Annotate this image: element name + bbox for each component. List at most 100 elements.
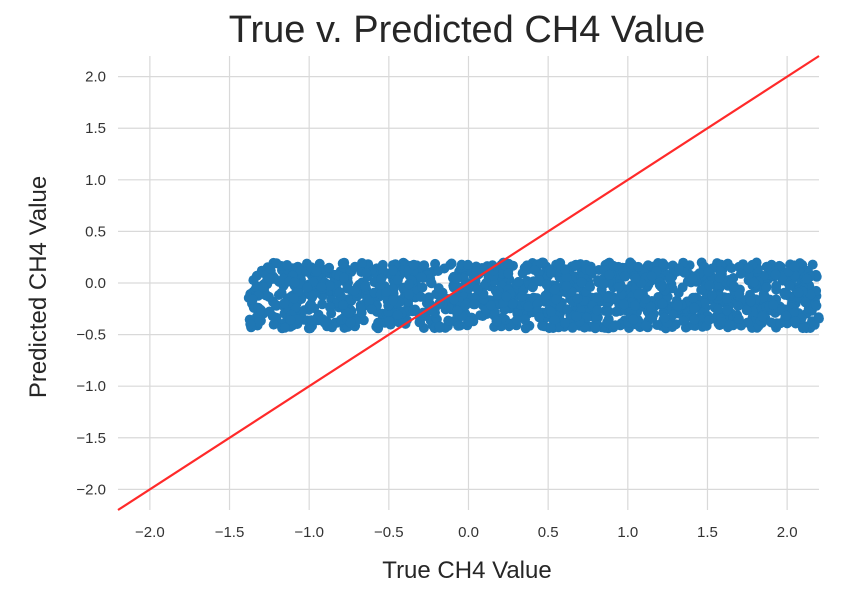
x-tick-label: −1.0 — [294, 524, 324, 541]
scatter-point — [630, 300, 640, 311]
scatter-point — [345, 317, 356, 328]
scatter-point — [245, 319, 256, 330]
scatter-point — [613, 282, 624, 293]
scatter-point — [611, 306, 622, 317]
scatter-point — [788, 307, 799, 318]
scatter-point — [610, 320, 621, 331]
scatter-point — [270, 299, 281, 310]
scatter-point — [522, 260, 532, 271]
scatter-point — [541, 279, 552, 290]
scatter-point — [503, 258, 514, 269]
scatter-point — [361, 268, 372, 279]
scatter-point — [630, 273, 641, 284]
scatter-point — [551, 294, 562, 305]
scatter-point — [801, 273, 812, 284]
scatter-point — [714, 272, 725, 283]
scatter-point — [745, 296, 756, 307]
scatter-point — [761, 282, 772, 293]
scatter-point — [527, 282, 538, 293]
scatter-point — [633, 261, 644, 272]
scatter-point — [520, 314, 530, 325]
scatter-point — [689, 314, 700, 325]
scatter-point — [311, 266, 322, 277]
y-tick-label: −2.0 — [76, 481, 106, 498]
scatter-point — [687, 273, 698, 284]
scatter-point — [307, 290, 318, 301]
scatter-point — [324, 280, 335, 291]
scatter-point — [770, 269, 781, 280]
y-tick-label: 0.0 — [85, 275, 106, 292]
scatter-point — [780, 289, 791, 300]
scatter-point — [517, 291, 527, 302]
scatter-point — [572, 293, 583, 304]
scatter-point — [469, 299, 480, 310]
scatter-point — [485, 300, 496, 311]
scatter-point — [534, 312, 545, 323]
x-tick-label: −1.5 — [215, 524, 245, 541]
scatter-point — [674, 263, 684, 274]
x-tick-label: −0.5 — [374, 524, 404, 541]
scatter-point — [781, 310, 792, 321]
scatter-point — [414, 317, 425, 328]
scatter-point — [349, 285, 360, 296]
scatter-point — [492, 289, 503, 300]
scatter-point — [472, 284, 483, 295]
scatter-point — [304, 300, 315, 311]
scatter-point — [728, 273, 739, 283]
scatter-point — [771, 280, 782, 291]
scatter-point — [337, 258, 348, 269]
scatter-point — [793, 287, 804, 298]
scatter-point — [659, 312, 670, 323]
scatter-point — [540, 290, 551, 301]
scatter-point — [633, 289, 644, 300]
scatter-point — [735, 268, 746, 279]
scatter-point — [373, 317, 384, 328]
scatter-point — [449, 294, 459, 305]
scatter-point — [460, 300, 471, 311]
scatter-point — [784, 280, 795, 291]
scatter-point — [576, 277, 587, 288]
scatter-point — [584, 280, 595, 291]
scatter-point — [805, 289, 816, 300]
scatter-point — [546, 322, 557, 333]
scatter-point — [256, 305, 267, 316]
scatter-point — [279, 322, 290, 333]
scatter-point — [733, 314, 744, 324]
scatter-point — [734, 288, 745, 299]
y-tick-label: −1.0 — [76, 378, 106, 395]
scatter-point — [378, 266, 389, 276]
scatter-point — [592, 305, 603, 316]
scatter-point — [628, 314, 639, 325]
scatter-point — [306, 315, 317, 326]
scatter-point — [721, 294, 732, 304]
scatter-point — [503, 268, 514, 279]
scatter-point — [260, 290, 271, 301]
scatter-point — [501, 291, 512, 302]
scatter-point — [264, 306, 275, 317]
scatter-point — [376, 273, 387, 284]
scatter-point — [434, 321, 445, 332]
scatter-point — [415, 291, 426, 302]
scatter-point — [529, 265, 540, 275]
scatter-point — [561, 281, 572, 292]
scatter-point — [285, 314, 296, 325]
scatter-point — [279, 298, 290, 309]
scatter-point — [289, 277, 300, 288]
scatter-point — [782, 318, 793, 329]
x-tick-labels: −2.0 −1.5 −1.0 −0.5 0.0 0.5 1.0 1.5 2.0 — [135, 524, 798, 541]
scatter-point — [716, 317, 727, 327]
scatter-point — [462, 259, 473, 270]
scatter-point — [316, 282, 327, 292]
scatter-point — [289, 293, 299, 304]
scatter-point — [404, 289, 414, 300]
scatter-point — [357, 258, 367, 268]
scatter-point — [549, 284, 560, 295]
scatter-point — [775, 318, 786, 329]
x-tick-label: 1.0 — [617, 524, 638, 541]
scatter-point — [604, 269, 615, 280]
scatter-point — [433, 266, 443, 276]
scatter-point — [800, 297, 811, 308]
scatter-point — [790, 316, 801, 327]
scatter-point — [560, 318, 570, 329]
scatter-point — [265, 263, 276, 274]
